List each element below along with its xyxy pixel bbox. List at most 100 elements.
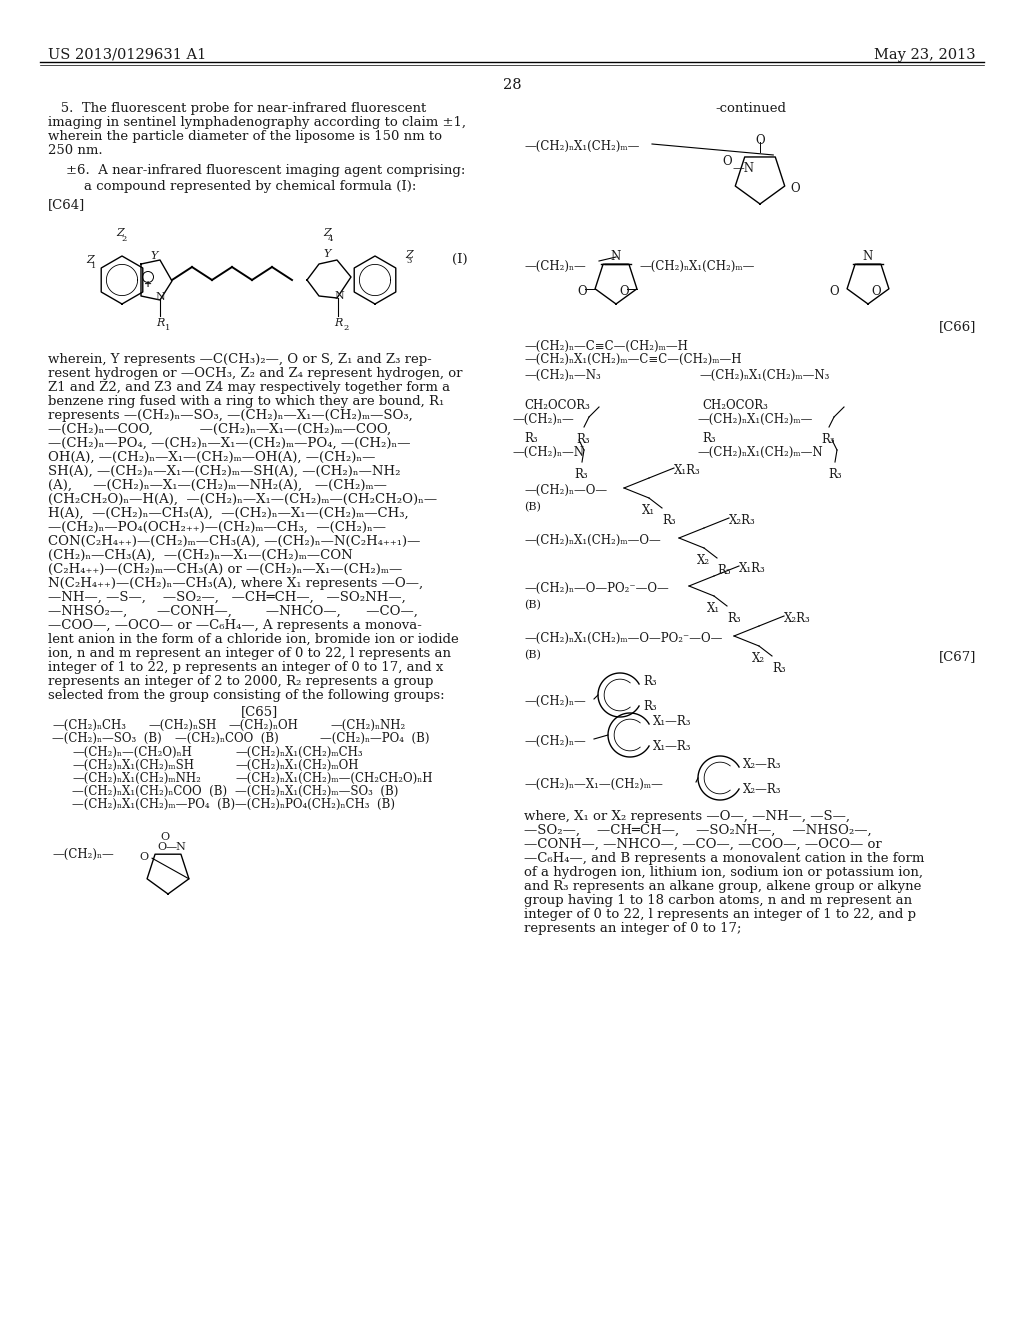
Text: R₃: R₃ (727, 612, 740, 624)
Text: 5.  The fluorescent probe for near-infrared fluorescent: 5. The fluorescent probe for near-infrar… (48, 102, 426, 115)
Text: —(CH₂)ₙ—C≡C—(CH₂)ₘ—H: —(CH₂)ₙ—C≡C—(CH₂)ₘ—H (524, 341, 688, 352)
Text: X₂R₃: X₂R₃ (784, 612, 811, 624)
Text: benzene ring fused with a ring to which they are bound, R₁: benzene ring fused with a ring to which … (48, 395, 444, 408)
Text: (A),     —(CH₂)ₙ—X₁—(CH₂)ₘ—NH₂(A),   —(CH₂)ₘ—: (A), —(CH₂)ₙ—X₁—(CH₂)ₘ—NH₂(A), —(CH₂)ₘ— (48, 479, 387, 492)
Text: 28: 28 (503, 78, 521, 92)
Text: 3: 3 (406, 257, 412, 265)
Text: 4: 4 (328, 235, 334, 243)
Text: X₁—R₃: X₁—R₃ (653, 741, 691, 752)
Text: CH₂OCOR₃: CH₂OCOR₃ (702, 399, 768, 412)
Text: CON(C₂H₄₊₊)—(CH₂)ₘ—CH₃(A), —(CH₂)ₙ—N(C₂H₄₊₊₁)—: CON(C₂H₄₊₊)—(CH₂)ₘ—CH₃(A), —(CH₂)ₙ—N(C₂H… (48, 535, 421, 548)
Text: Z: Z (116, 228, 124, 238)
Text: imaging in sentinel lymphadenography according to claim ±1,: imaging in sentinel lymphadenography acc… (48, 116, 466, 129)
Text: N: N (611, 249, 622, 263)
Text: —CONH—, —NHCO—, —CO—, —COO—, —OCO— or: —CONH—, —NHCO—, —CO—, —COO—, —OCO— or (524, 838, 882, 851)
Text: (B): (B) (524, 502, 541, 512)
Text: —(CH₂)ₙX₁(CH₂)ₘ—O—: —(CH₂)ₙX₁(CH₂)ₘ—O— (524, 535, 660, 546)
Text: R₃: R₃ (772, 663, 785, 675)
Text: N(C₂H₄₊₊)—(CH₂)ₙ—CH₃(A), where X₁ represents —O—,: N(C₂H₄₊₊)—(CH₂)ₙ—CH₃(A), where X₁ repres… (48, 577, 423, 590)
Text: [C64]: [C64] (48, 198, 85, 211)
Text: —NHSO₂—,       —CONH—,        —NHCO—,      —CO—,: —NHSO₂—, —CONH—, —NHCO—, —CO—, (48, 605, 418, 618)
Text: a compound represented by chemical formula (I):: a compound represented by chemical formu… (84, 180, 417, 193)
Text: R₃: R₃ (821, 433, 835, 446)
Text: represents an integer of 0 to 17;: represents an integer of 0 to 17; (524, 921, 741, 935)
Text: O: O (723, 154, 732, 168)
Text: 2: 2 (121, 235, 126, 243)
Text: May 23, 2013: May 23, 2013 (874, 48, 976, 62)
Text: —(CH₂)ₙX₁(CH₂)ₘ—C≡C—(CH₂)ₘ—H: —(CH₂)ₙX₁(CH₂)ₘ—C≡C—(CH₂)ₘ—H (524, 352, 741, 366)
Text: [C65]: [C65] (242, 705, 279, 718)
Text: Z: Z (86, 255, 94, 265)
Text: SH(A), —(CH₂)ₙ—X₁—(CH₂)ₘ—SH(A), —(CH₂)ₙ—NH₂: SH(A), —(CH₂)ₙ—X₁—(CH₂)ₘ—SH(A), —(CH₂)ₙ—… (48, 465, 400, 478)
Text: [C67]: [C67] (939, 649, 976, 663)
Text: —(CH₂)ₙ—: —(CH₂)ₙ— (524, 735, 586, 748)
Text: —(CH₂)ₙX₁(CH₂)ₘ—SO₃  (B): —(CH₂)ₙX₁(CH₂)ₘ—SO₃ (B) (234, 785, 398, 799)
Text: R: R (334, 318, 342, 327)
Text: -continued: -continued (716, 102, 786, 115)
Text: —NH—, —S—,    —SO₂—,   —CH═CH—,   —SO₂NH—,: —NH—, —S—, —SO₂—, —CH═CH—, —SO₂NH—, (48, 591, 406, 605)
Text: R₃: R₃ (828, 469, 842, 480)
Text: R: R (156, 318, 164, 327)
Text: —(CH₂)ₙX₁(CH₂)ₘ—: —(CH₂)ₙX₁(CH₂)ₘ— (524, 140, 639, 153)
Text: X₂—R₃: X₂—R₃ (743, 758, 781, 771)
Text: —(CH₂)ₙ—: —(CH₂)ₙ— (524, 260, 586, 273)
Text: —COO—, —OCO— or —C₆H₄—, A represents a monova-: —COO—, —OCO— or —C₆H₄—, A represents a m… (48, 619, 422, 632)
Text: N: N (155, 292, 165, 302)
Text: —(CH₂)ₙX₁(CH₂)ₘ—N₃: —(CH₂)ₙX₁(CH₂)ₘ—N₃ (699, 370, 829, 381)
Text: R₃: R₃ (662, 513, 676, 527)
Text: —SO₂—,    —CH═CH—,    —SO₂NH—,    —NHSO₂—,: —SO₂—, —CH═CH—, —SO₂NH—, —NHSO₂—, (524, 824, 871, 837)
Text: X₁: X₁ (707, 602, 720, 615)
Text: Z: Z (324, 228, 331, 238)
Text: —(CH₂)ₙCH₃: —(CH₂)ₙCH₃ (52, 719, 126, 733)
Text: N: N (334, 290, 344, 301)
Text: Z1 and Z2, and Z3 and Z4 may respectively together form a: Z1 and Z2, and Z3 and Z4 may respectivel… (48, 381, 451, 393)
Text: R₃: R₃ (575, 433, 590, 446)
Text: —(CH₂)ₙ—O—: —(CH₂)ₙ—O— (524, 484, 607, 498)
Text: R₃: R₃ (643, 675, 656, 688)
Text: —(CH₂)ₙ—PO₄  (B): —(CH₂)ₙ—PO₄ (B) (319, 733, 429, 744)
Text: X₂—R₃: X₂—R₃ (743, 783, 781, 796)
Text: Y: Y (324, 249, 331, 259)
Text: represents —(CH₂)ₙ—SO₃, —(CH₂)ₙ—X₁—(CH₂)ₘ—SO₃,: represents —(CH₂)ₙ—SO₃, —(CH₂)ₙ—X₁—(CH₂)… (48, 409, 413, 422)
Text: —(CH₂)ₙSH: —(CH₂)ₙSH (148, 719, 216, 733)
Text: —(CH₂)ₙX₁(CH₂)ₘ—: —(CH₂)ₙX₁(CH₂)ₘ— (697, 413, 812, 426)
Text: X₂: X₂ (697, 554, 710, 568)
Text: —(CH₂)ₙ—: —(CH₂)ₙ— (52, 847, 114, 861)
Text: —(CH₂)ₙCOO  (B): —(CH₂)ₙCOO (B) (175, 733, 279, 744)
Text: ±6.  A near-infrared fluorescent imaging agent comprising:: ±6. A near-infrared fluorescent imaging … (66, 164, 465, 177)
Text: X₁: X₁ (642, 504, 655, 517)
Text: X₂: X₂ (752, 652, 765, 665)
Text: R₃: R₃ (717, 564, 731, 577)
Text: —(CH₂)ₙX₁(CH₂)ₘSH: —(CH₂)ₙX₁(CH₂)ₘSH (72, 759, 194, 772)
Text: X₂R₃: X₂R₃ (729, 513, 756, 527)
Text: —(CH₂)ₙX₁(CH₂)ₘNH₂: —(CH₂)ₙX₁(CH₂)ₘNH₂ (72, 772, 201, 785)
Text: —(CH₂)ₙX₁(CH₂)ₘ—: —(CH₂)ₙX₁(CH₂)ₘ— (639, 260, 755, 273)
Text: —(CH₂)ₙ—(CH₂O)ₙH: —(CH₂)ₙ—(CH₂O)ₙH (72, 746, 191, 759)
Text: O: O (139, 853, 148, 862)
Text: O: O (160, 832, 169, 842)
Text: Y: Y (151, 251, 158, 261)
Text: wherein, Y represents —C(CH₃)₂—, O or S, Z₁ and Z₃ rep-: wherein, Y represents —C(CH₃)₂—, O or S,… (48, 352, 432, 366)
Text: 1: 1 (91, 261, 96, 271)
Text: —(CH₂)ₙNH₂: —(CH₂)ₙNH₂ (330, 719, 406, 733)
Text: ion, n and m represent an integer of 0 to 22, l represents an: ion, n and m represent an integer of 0 t… (48, 647, 451, 660)
Text: 1: 1 (165, 323, 170, 333)
Text: X₁—R₃: X₁—R₃ (653, 715, 691, 729)
Text: [C66]: [C66] (939, 319, 976, 333)
Text: —(CH₂)ₙ—: —(CH₂)ₙ— (524, 696, 586, 708)
Text: US 2013/0129631 A1: US 2013/0129631 A1 (48, 48, 206, 62)
Text: X₁R₃: X₁R₃ (739, 562, 766, 576)
Text: (C₂H₄₊₊)—(CH₂)ₘ—CH₃(A) or —(CH₂)ₙ—X₁—(CH₂)ₘ—: (C₂H₄₊₊)—(CH₂)ₘ—CH₃(A) or —(CH₂)ₙ—X₁—(CH… (48, 564, 402, 576)
Text: —(CH₂)ₙX₁(CH₂)ₙCOO  (B): —(CH₂)ₙX₁(CH₂)ₙCOO (B) (72, 785, 227, 799)
Text: O: O (791, 182, 801, 195)
Text: O: O (618, 285, 629, 298)
Text: selected from the group consisting of the following groups:: selected from the group consisting of th… (48, 689, 444, 702)
Text: —(CH₂)ₙPO₄(CH₂)ₙCH₃  (B): —(CH₂)ₙPO₄(CH₂)ₙCH₃ (B) (234, 799, 395, 810)
Text: CH₂OCOR₃: CH₂OCOR₃ (524, 399, 590, 412)
Text: (CH₂CH₂O)ₙ—H(A),  —(CH₂)ₙ—X₁—(CH₂)ₘ—(CH₂CH₂O)ₙ—: (CH₂CH₂O)ₙ—H(A), —(CH₂)ₙ—X₁—(CH₂)ₘ—(CH₂C… (48, 492, 437, 506)
Text: O: O (829, 285, 839, 298)
Text: 2: 2 (343, 323, 348, 333)
Text: O: O (871, 285, 881, 298)
Text: R₃: R₃ (643, 700, 656, 713)
Text: resent hydrogen or —OCH₃, Z₂ and Z₄ represent hydrogen, or: resent hydrogen or —OCH₃, Z₂ and Z₄ repr… (48, 367, 463, 380)
